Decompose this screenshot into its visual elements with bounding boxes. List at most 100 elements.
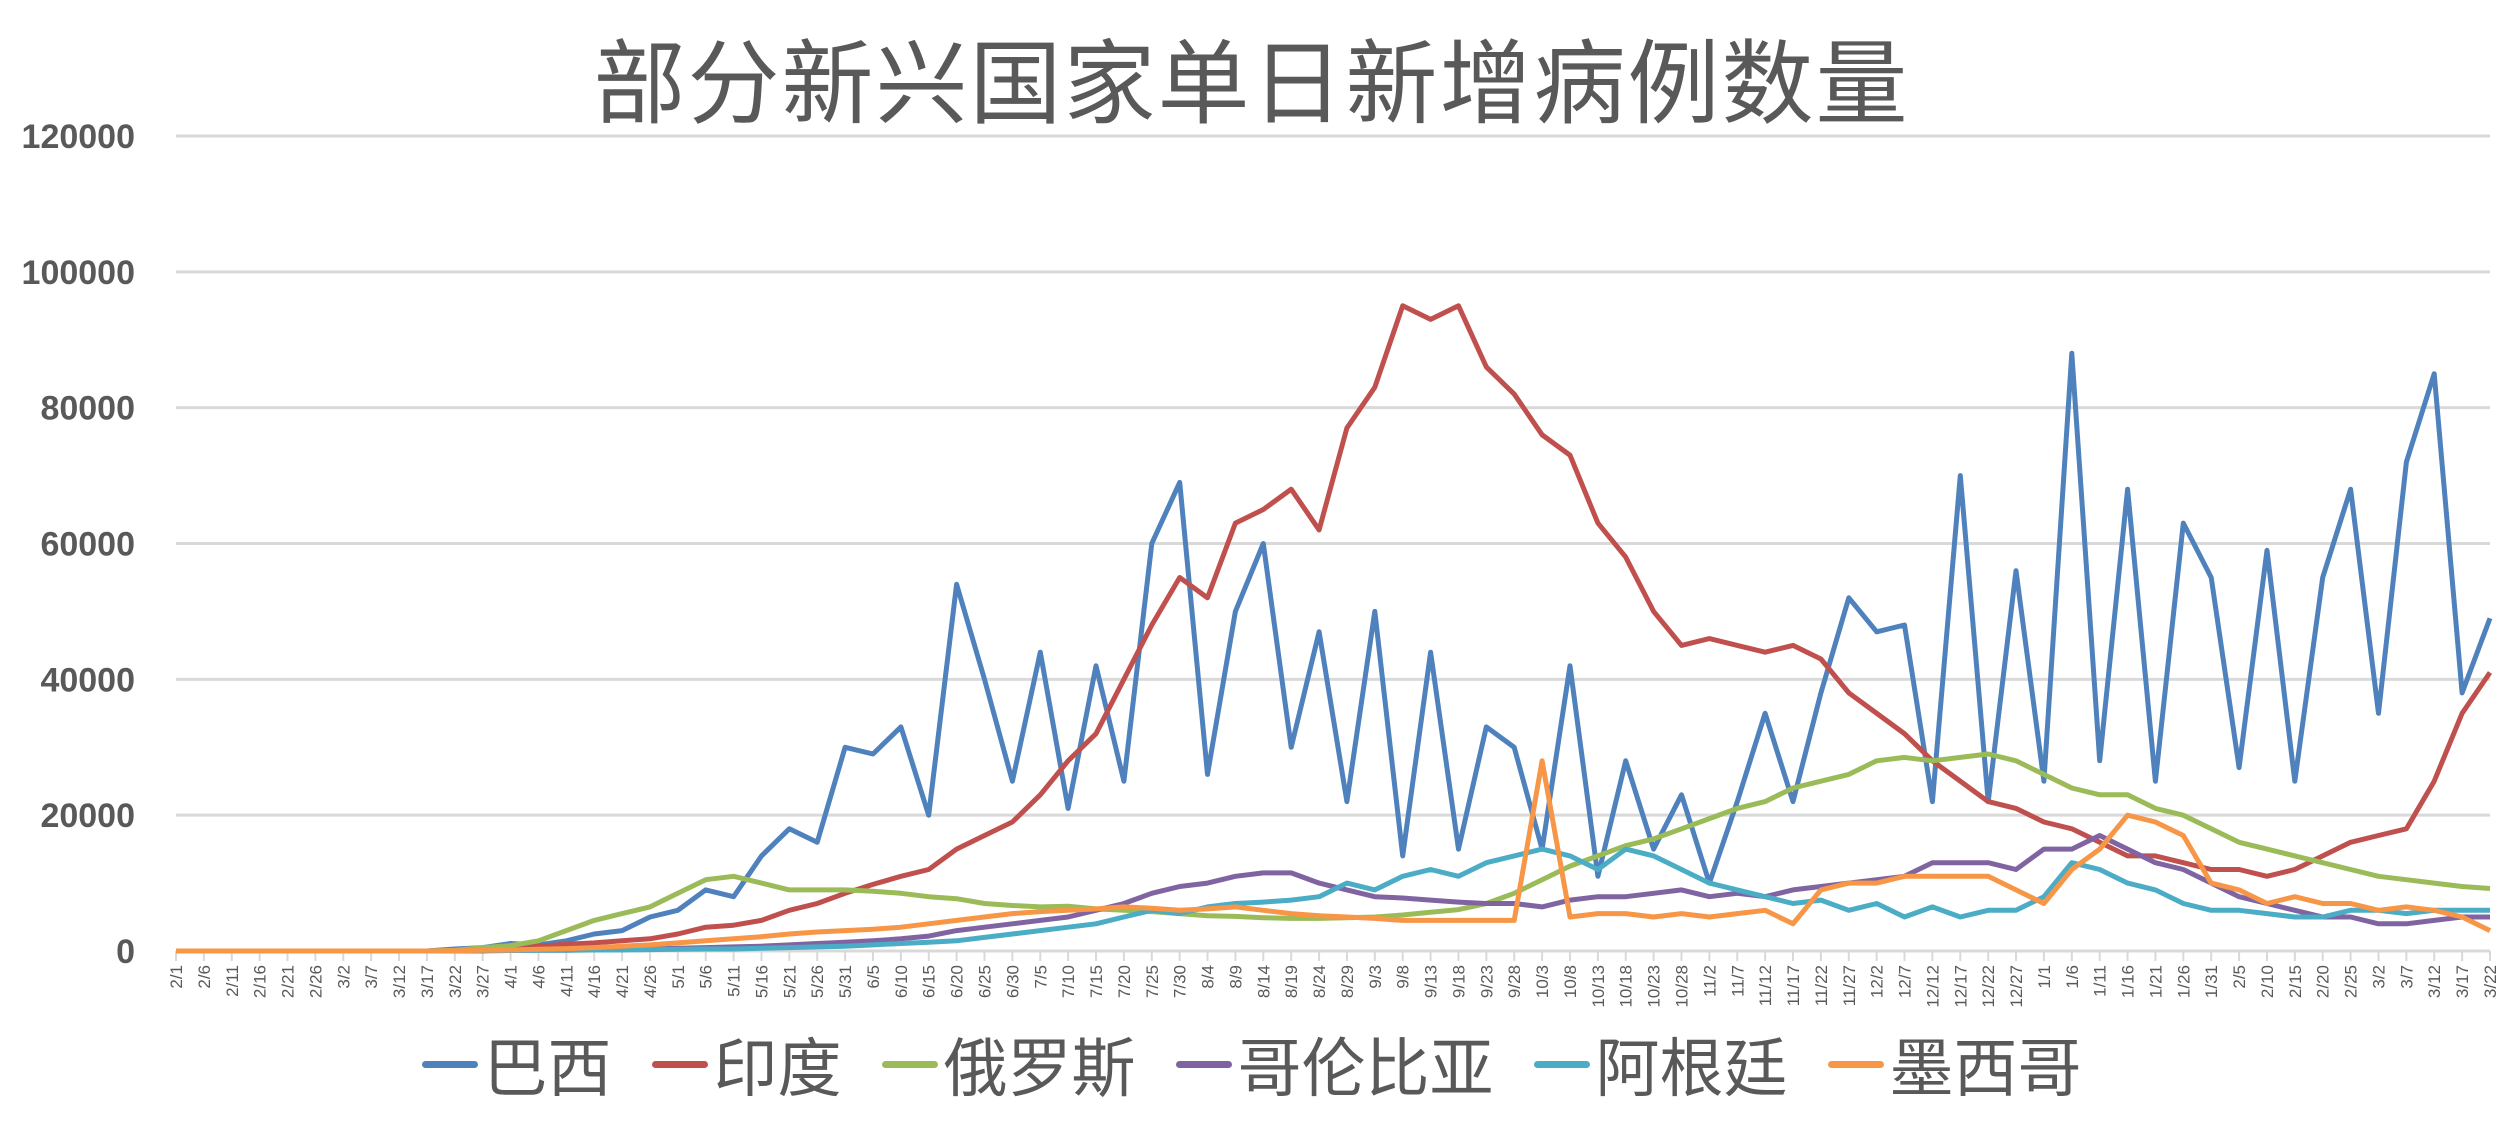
y-tick-label: 60000 bbox=[40, 526, 135, 564]
legend-swatch bbox=[421, 1060, 478, 1068]
legend-swatch bbox=[651, 1060, 708, 1068]
x-tick-label: 2/16 bbox=[251, 965, 270, 998]
x-tick-label: 3/7 bbox=[362, 965, 381, 989]
x-tick-label: 2/11 bbox=[223, 965, 242, 997]
x-tick-label: 1/26 bbox=[2174, 965, 2193, 998]
x-tick-label: 9/8 bbox=[1394, 965, 1413, 989]
legend-label: 墨西哥 bbox=[1889, 1033, 2082, 1107]
legend-label: 印度 bbox=[713, 1033, 842, 1107]
legend-swatch bbox=[1533, 1060, 1590, 1068]
x-tick-label: 8/24 bbox=[1310, 965, 1329, 998]
series-line-5 bbox=[176, 758, 2492, 954]
x-tick-label: 2/26 bbox=[306, 965, 325, 998]
y-tick-label: 120000 bbox=[22, 118, 135, 156]
legend-swatch bbox=[881, 1060, 938, 1068]
x-tick-label: 9/13 bbox=[1422, 965, 1441, 998]
x-tick-label: 3/2 bbox=[2369, 965, 2388, 989]
series-lines bbox=[176, 303, 2493, 954]
legend-label: 巴西 bbox=[483, 1033, 612, 1107]
x-tick-label: 9/18 bbox=[1449, 965, 1468, 998]
y-tick-label: 80000 bbox=[40, 390, 135, 428]
gridlines bbox=[176, 134, 2490, 953]
legend-swatch bbox=[1175, 1060, 1232, 1068]
x-tick-label: 2/10 bbox=[2258, 965, 2277, 998]
series-line-3 bbox=[176, 833, 2490, 954]
x-tick-label: 8/19 bbox=[1282, 965, 1301, 998]
x-tick-label: 11/12 bbox=[1756, 965, 1775, 1006]
x-tick-label: 10/3 bbox=[1533, 965, 1552, 998]
x-tick-label: 9/23 bbox=[1477, 965, 1496, 998]
x-tick-label: 10/23 bbox=[1645, 965, 1664, 1008]
x-tick-label: 1/1 bbox=[2035, 965, 2054, 989]
y-tick-label: 40000 bbox=[40, 661, 135, 699]
x-tick-label: 11/7 bbox=[1728, 965, 1747, 997]
x-tick-label: 2/21 bbox=[279, 965, 298, 998]
y-axis-labels: 0 20000 40000 60000 80000 100000 120000 bbox=[22, 118, 135, 971]
legend-item: 哥伦比亚 bbox=[1175, 1018, 1494, 1110]
legend-label: 哥伦比亚 bbox=[1237, 1033, 1494, 1107]
legend-label: 俄罗斯 bbox=[943, 1033, 1136, 1107]
x-tick-label: 1/31 bbox=[2202, 965, 2221, 998]
x-tick-label: 12/2 bbox=[1868, 965, 1887, 998]
x-tick-label: 12/12 bbox=[1923, 965, 1942, 1008]
x-tick-label: 8/29 bbox=[1338, 965, 1357, 998]
x-tick-label: 4/1 bbox=[502, 965, 521, 989]
x-tick-label: 12/22 bbox=[1979, 965, 1998, 1008]
x-tick-label: 4/6 bbox=[529, 965, 548, 989]
x-tick-label: 9/3 bbox=[1366, 965, 1385, 989]
x-tick-label: 11/17 bbox=[1784, 965, 1803, 1006]
legend: 巴西 印度 俄罗斯 哥伦比亚 阿根廷 墨西哥 bbox=[0, 1018, 2503, 1110]
x-tick-label: 5/16 bbox=[752, 965, 771, 998]
legend-item: 墨西哥 bbox=[1827, 1018, 2082, 1110]
x-tick-label: 12/27 bbox=[2007, 965, 2026, 1008]
series-line-4 bbox=[176, 846, 2490, 954]
x-tick-label: 6/15 bbox=[920, 965, 939, 998]
legend-swatch bbox=[1827, 1060, 1884, 1068]
x-tick-label: 3/22 bbox=[446, 965, 465, 998]
x-tick-label: 7/20 bbox=[1115, 965, 1134, 998]
x-tick-label: 10/8 bbox=[1561, 965, 1580, 998]
x-tick-label: 8/9 bbox=[1226, 965, 1245, 989]
x-tick-label: 7/25 bbox=[1143, 965, 1162, 998]
x-tick-label: 12/17 bbox=[1951, 965, 1970, 1008]
x-tick-label: 9/28 bbox=[1505, 965, 1524, 998]
x-tick-label: 5/11 bbox=[725, 965, 744, 997]
x-tick-label: 12/7 bbox=[1896, 965, 1915, 998]
y-tick-label: 100000 bbox=[22, 254, 135, 292]
legend-item: 阿根廷 bbox=[1533, 1018, 1788, 1110]
x-tick-label: 6/25 bbox=[976, 965, 995, 998]
x-tick-label: 2/5 bbox=[2230, 965, 2249, 989]
x-tick-label: 6/5 bbox=[864, 965, 883, 989]
x-tick-label: 5/31 bbox=[836, 965, 855, 998]
legend-item: 巴西 bbox=[421, 1018, 612, 1110]
x-tick-label: 7/10 bbox=[1059, 965, 1078, 998]
x-tick-label: 1/16 bbox=[2119, 965, 2138, 998]
x-tick-label: 3/7 bbox=[2397, 965, 2416, 989]
legend-item: 俄罗斯 bbox=[881, 1018, 1136, 1110]
x-tick-label: 2/15 bbox=[2286, 965, 2305, 998]
x-tick-label: 10/13 bbox=[1589, 965, 1608, 1008]
x-tick-label: 4/16 bbox=[585, 965, 604, 998]
x-tick-label: 1/21 bbox=[2146, 965, 2165, 998]
x-tick-label: 8/14 bbox=[1254, 965, 1273, 998]
x-tick-label: 3/27 bbox=[474, 965, 493, 998]
x-tick-label: 5/26 bbox=[808, 965, 827, 998]
legend-label: 阿根廷 bbox=[1595, 1033, 1788, 1107]
y-tick-label: 0 bbox=[116, 933, 135, 971]
x-tick-label: 4/11 bbox=[557, 965, 576, 997]
x-tick-label: 2/1 bbox=[167, 965, 186, 989]
x-tick-label: 7/5 bbox=[1031, 965, 1050, 989]
x-tick-label: 1/11 bbox=[2091, 965, 2110, 997]
x-tick-label: 3/12 bbox=[390, 965, 409, 998]
x-tick-label: 3/12 bbox=[2425, 965, 2444, 998]
x-tick-label: 3/22 bbox=[2481, 965, 2500, 998]
x-tick-label: 5/1 bbox=[669, 965, 688, 989]
x-tick-label: 10/28 bbox=[1672, 965, 1691, 1008]
x-tick-label: 6/20 bbox=[948, 965, 967, 998]
x-tick-label: 3/17 bbox=[2453, 965, 2472, 998]
x-tick-label: 4/21 bbox=[613, 965, 632, 998]
x-tick-label: 5/6 bbox=[697, 965, 716, 989]
x-tick-label: 11/27 bbox=[1840, 965, 1859, 1006]
series-line-0 bbox=[176, 350, 2493, 954]
